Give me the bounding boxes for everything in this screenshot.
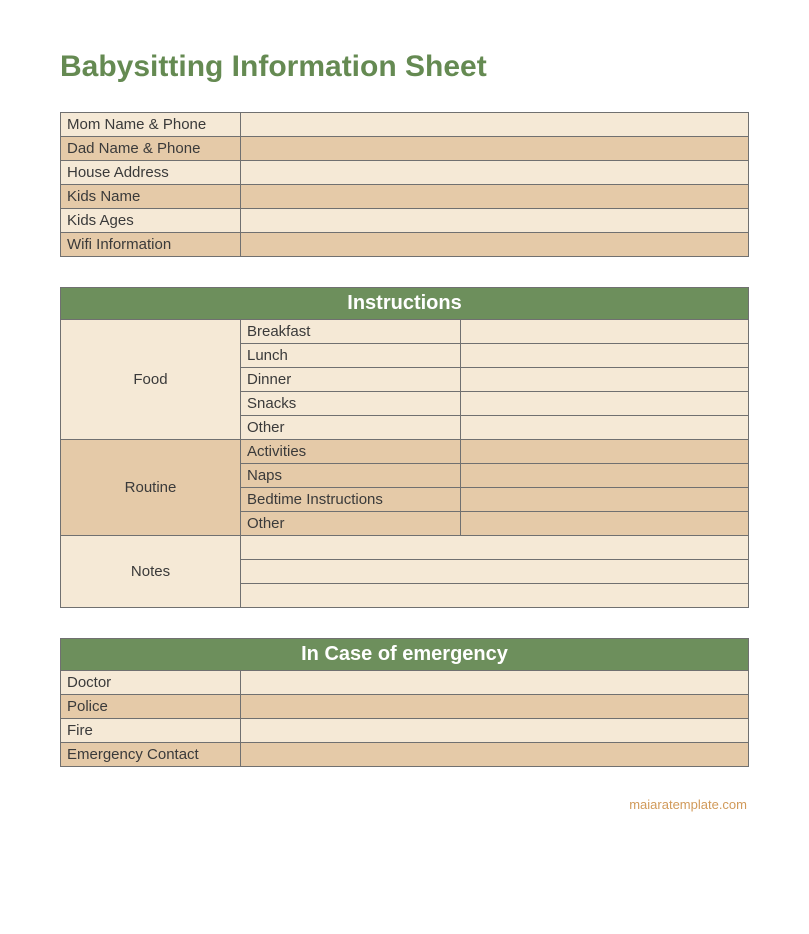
page-title: Babysitting Information Sheet — [60, 50, 749, 84]
emergency-label: Emergency Contact — [61, 743, 241, 767]
table-row: Wifi Information — [61, 233, 749, 257]
table-header-row: In Case of emergency — [61, 639, 749, 671]
item-value — [461, 440, 749, 464]
table-row: Kids Name — [61, 185, 749, 209]
table-row: Food Breakfast — [61, 320, 749, 344]
emergency-value — [241, 671, 749, 695]
item-value — [241, 584, 749, 608]
instructions-heading: Instructions — [61, 288, 749, 320]
item-label: Breakfast — [241, 320, 461, 344]
category-notes: Notes — [61, 536, 241, 608]
item-value — [461, 392, 749, 416]
emergency-value — [241, 743, 749, 767]
item-label: Bedtime Instructions — [241, 488, 461, 512]
item-value — [461, 512, 749, 536]
item-label: Other — [241, 512, 461, 536]
contact-value — [241, 233, 749, 257]
category-food: Food — [61, 320, 241, 440]
document-page: Babysitting Information Sheet Mom Name &… — [0, 0, 809, 842]
item-value — [461, 488, 749, 512]
item-value — [241, 560, 749, 584]
table-header-row: Instructions — [61, 288, 749, 320]
emergency-value — [241, 719, 749, 743]
item-label: Activities — [241, 440, 461, 464]
item-value — [241, 536, 749, 560]
contact-label: Wifi Information — [61, 233, 241, 257]
table-row: Kids Ages — [61, 209, 749, 233]
table-row: Doctor — [61, 671, 749, 695]
emergency-label: Doctor — [61, 671, 241, 695]
table-row: Notes — [61, 536, 749, 560]
item-label: Lunch — [241, 344, 461, 368]
item-value — [461, 368, 749, 392]
emergency-table: In Case of emergency Doctor Police Fire … — [60, 638, 749, 767]
contact-value — [241, 209, 749, 233]
contact-value — [241, 113, 749, 137]
emergency-heading: In Case of emergency — [61, 639, 749, 671]
item-value — [461, 464, 749, 488]
item-label: Dinner — [241, 368, 461, 392]
table-row: Routine Activities — [61, 440, 749, 464]
item-label: Other — [241, 416, 461, 440]
contact-label: House Address — [61, 161, 241, 185]
table-row: Police — [61, 695, 749, 719]
item-value — [461, 416, 749, 440]
emergency-label: Fire — [61, 719, 241, 743]
item-value — [461, 320, 749, 344]
contact-value — [241, 137, 749, 161]
item-value — [461, 344, 749, 368]
table-row: House Address — [61, 161, 749, 185]
item-label: Snacks — [241, 392, 461, 416]
contact-table: Mom Name & Phone Dad Name & Phone House … — [60, 112, 749, 257]
contact-label: Dad Name & Phone — [61, 137, 241, 161]
contact-value — [241, 161, 749, 185]
table-row: Dad Name & Phone — [61, 137, 749, 161]
emergency-value — [241, 695, 749, 719]
category-routine: Routine — [61, 440, 241, 536]
table-row: Emergency Contact — [61, 743, 749, 767]
contact-value — [241, 185, 749, 209]
contact-label: Kids Ages — [61, 209, 241, 233]
contact-label: Mom Name & Phone — [61, 113, 241, 137]
footer-credit: maiaratemplate.com — [60, 797, 749, 812]
item-label: Naps — [241, 464, 461, 488]
instructions-table: Instructions Food Breakfast Lunch Dinner… — [60, 287, 749, 608]
table-row: Mom Name & Phone — [61, 113, 749, 137]
emergency-label: Police — [61, 695, 241, 719]
contact-label: Kids Name — [61, 185, 241, 209]
table-row: Fire — [61, 719, 749, 743]
